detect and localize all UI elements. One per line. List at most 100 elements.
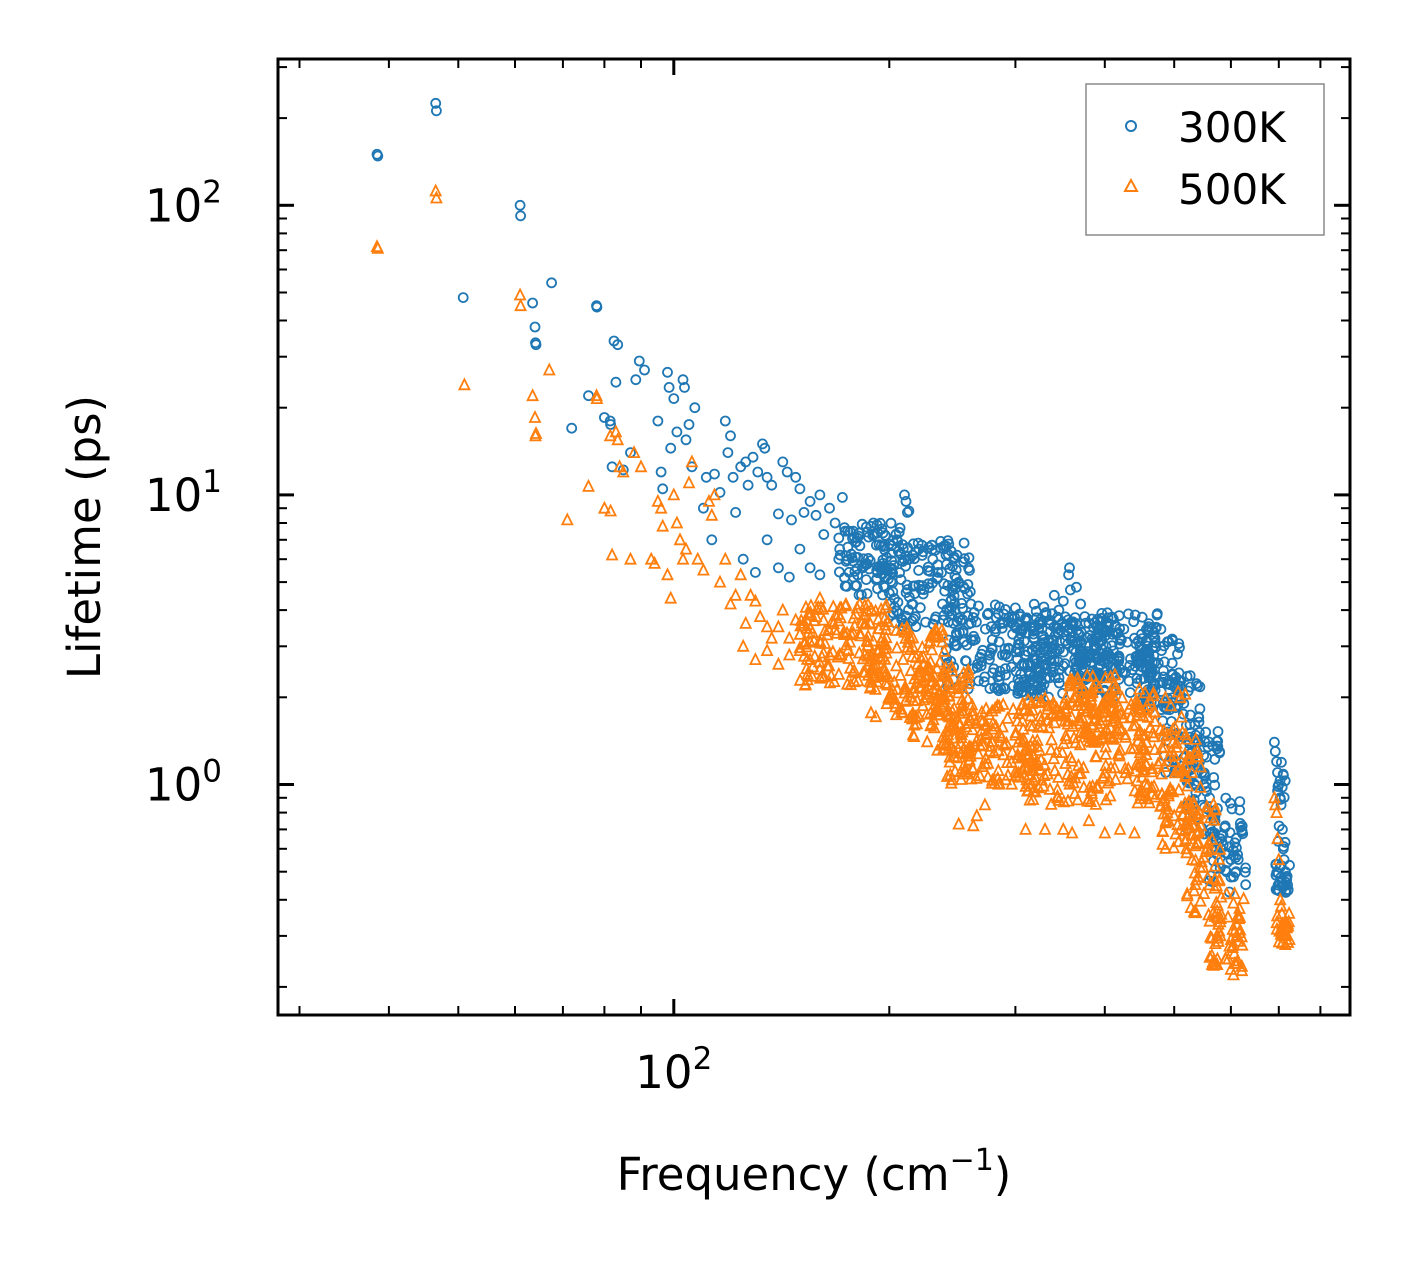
point-500k — [1203, 877, 1216, 891]
point-300k — [706, 534, 718, 546]
point-500k — [813, 661, 827, 675]
point-cluster-300k — [1028, 598, 1040, 610]
point-cluster-300k — [1128, 616, 1139, 628]
point-cluster-300k — [1000, 663, 1011, 674]
point-300k — [781, 466, 793, 478]
plot-frame — [276, 57, 1352, 1017]
point-500k — [648, 555, 662, 569]
point-500k — [685, 454, 699, 468]
point-300k — [1277, 843, 1289, 855]
point-cluster-500k — [1071, 693, 1085, 707]
point-cluster-500k — [1044, 796, 1058, 810]
point-300k — [1136, 628, 1147, 640]
point-cluster-500k — [1033, 762, 1047, 775]
point-cluster-300k — [946, 609, 958, 620]
point-300k — [1156, 645, 1167, 656]
point-cluster-300k — [913, 565, 924, 576]
point-cluster-500k — [955, 679, 969, 693]
point-cluster-500k — [971, 746, 985, 760]
point-300k — [529, 321, 541, 333]
point-cluster-300k — [839, 525, 851, 537]
legend: 300K 500K — [1085, 83, 1325, 236]
point-cluster-500k — [1133, 783, 1147, 797]
point-cluster-500k — [985, 775, 999, 789]
point-cluster-500k — [1210, 878, 1224, 892]
point-cluster-300k — [963, 552, 975, 564]
point-cluster-500k — [1001, 710, 1014, 724]
point-cluster-300k — [957, 625, 969, 637]
point-cluster-500k — [1175, 763, 1189, 777]
point-300k — [1020, 649, 1031, 661]
point-cluster-500k — [1026, 791, 1040, 805]
point-cluster-500k — [931, 742, 944, 756]
point-cluster-500k — [1191, 807, 1205, 821]
point-cluster-300k — [1226, 803, 1238, 815]
point-cluster-500k — [1189, 731, 1203, 745]
point-cluster-500k — [965, 760, 979, 774]
point-300k — [773, 508, 784, 520]
point-cluster-500k — [1099, 721, 1113, 735]
point-cluster-500k — [1075, 680, 1089, 693]
point-cluster-500k — [912, 670, 926, 683]
point-300k — [747, 451, 759, 463]
point-cluster-500k — [1012, 765, 1026, 779]
point-cluster-300k — [1000, 604, 1011, 615]
point-cluster-500k — [1109, 693, 1123, 707]
point-500k — [676, 551, 690, 565]
point-cluster-500k — [1148, 742, 1162, 755]
point-cluster-500k — [1041, 698, 1055, 712]
point-500k — [651, 493, 665, 507]
point-cluster-500k — [937, 643, 951, 657]
point-cluster-500k — [920, 706, 934, 720]
point-cluster-500k — [816, 601, 830, 615]
point-300k — [953, 576, 965, 588]
point-cluster-300k — [1129, 609, 1141, 621]
point-cluster-500k — [1048, 715, 1061, 729]
point-cluster-500k — [988, 700, 1002, 714]
point-cluster-300k — [1131, 673, 1143, 684]
point-cluster-500k — [945, 663, 959, 677]
point-300k — [1273, 779, 1285, 790]
point-cluster-300k — [1048, 635, 1059, 647]
point-500k — [782, 630, 796, 644]
point-cluster-500k — [814, 599, 828, 613]
point-cluster-500k — [1041, 766, 1054, 780]
point-cluster-500k — [864, 601, 878, 615]
point-cluster-500k — [910, 709, 923, 723]
point-500k — [803, 652, 817, 665]
point-300k — [750, 567, 761, 578]
point-cluster-500k — [1067, 775, 1080, 789]
point-cluster-300k — [932, 572, 943, 583]
point-cluster-500k — [961, 691, 975, 705]
point-cluster-500k — [863, 680, 877, 694]
point-cluster-500k — [1021, 692, 1035, 706]
point-cluster-500k — [1155, 766, 1169, 780]
point-cluster-500k — [1029, 758, 1043, 771]
point-cluster-500k — [1026, 772, 1040, 786]
point-cluster-500k — [956, 673, 970, 687]
point-cluster-500k — [1230, 917, 1244, 931]
point-cluster-300k — [1273, 820, 1285, 832]
point-cluster-300k — [1276, 876, 1288, 887]
point-500k — [708, 487, 721, 501]
point-cluster-300k — [1163, 636, 1174, 647]
point-cluster-500k — [1015, 734, 1029, 748]
point-cluster-500k — [1205, 930, 1219, 944]
point-cluster-500k — [1165, 726, 1179, 740]
point-cluster-300k — [1095, 636, 1107, 647]
point-500k — [1208, 908, 1222, 922]
point-cluster-500k — [852, 645, 866, 659]
point-cluster-300k — [867, 530, 879, 541]
point-cluster-500k — [1077, 725, 1090, 739]
point-cluster-500k — [930, 623, 943, 637]
point-cluster-500k — [1037, 768, 1051, 781]
point-cluster-500k — [1270, 915, 1284, 929]
point-cluster-500k — [970, 733, 983, 747]
point-500k — [803, 634, 817, 648]
point-cluster-500k — [969, 770, 983, 784]
point-cluster-300k — [1013, 638, 1024, 650]
point-cluster-300k — [1081, 632, 1092, 643]
point-500k — [667, 487, 681, 501]
point-cluster-500k — [874, 633, 888, 647]
point-cluster-500k — [1197, 849, 1211, 863]
